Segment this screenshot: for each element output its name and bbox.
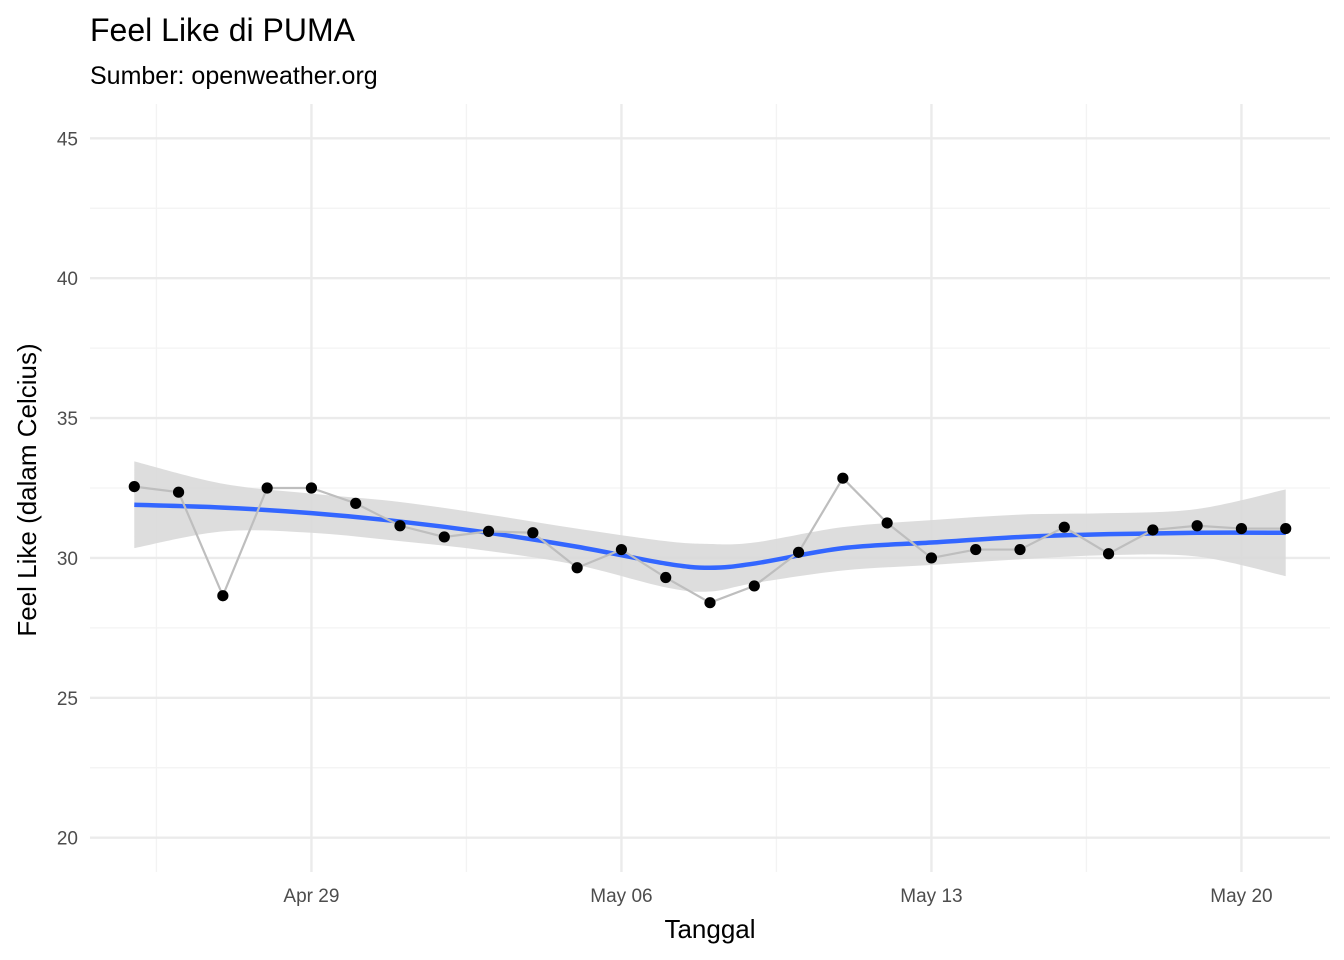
data-point bbox=[970, 543, 982, 556]
x-tick-label: May 06 bbox=[590, 886, 652, 907]
y-tick-label: 25 bbox=[57, 689, 78, 710]
x-axis-ticks: Apr 29 May 06 May 13 May 20 bbox=[283, 886, 1272, 907]
y-tick-label: 20 bbox=[57, 829, 78, 850]
chart-subtitle: Sumber: openweather.org bbox=[90, 62, 378, 90]
data-point bbox=[350, 497, 362, 509]
confidence-band-layer bbox=[134, 461, 1286, 592]
data-point bbox=[660, 571, 672, 584]
data-point bbox=[1191, 520, 1203, 532]
y-tick-label: 35 bbox=[57, 409, 78, 430]
data-point bbox=[217, 590, 229, 602]
data-point bbox=[792, 546, 805, 558]
y-tick-label: 40 bbox=[57, 269, 78, 290]
x-tick-label: May 20 bbox=[1210, 886, 1272, 907]
data-point bbox=[837, 472, 849, 484]
y-axis-title: Feel Like (dalam Celcius) bbox=[12, 343, 42, 636]
data-point bbox=[261, 482, 273, 494]
data-point bbox=[1235, 522, 1248, 535]
smooth-line bbox=[134, 502, 1286, 570]
y-tick-label: 45 bbox=[57, 129, 78, 150]
x-axis-title: Tanggal bbox=[664, 914, 755, 944]
data-point bbox=[527, 527, 539, 539]
data-point bbox=[615, 543, 628, 556]
x-tick-label: May 13 bbox=[900, 886, 962, 907]
data-points-layer bbox=[128, 472, 1292, 609]
confidence-band bbox=[134, 461, 1286, 592]
data-point bbox=[482, 525, 495, 537]
y-tick-label: 30 bbox=[57, 549, 78, 570]
data-point bbox=[1014, 543, 1026, 556]
chart-title: Feel Like di PUMA bbox=[90, 12, 356, 48]
data-point bbox=[1280, 522, 1292, 535]
data-point bbox=[925, 552, 938, 564]
smooth-line-layer bbox=[134, 502, 1286, 570]
data-point bbox=[571, 562, 583, 574]
data-point bbox=[305, 482, 318, 494]
y-axis-ticks: 20 25 30 35 40 45 bbox=[57, 129, 78, 849]
data-point bbox=[881, 517, 893, 529]
data-point bbox=[748, 580, 760, 592]
data-point bbox=[394, 520, 406, 532]
x-tick-label: Apr 29 bbox=[283, 886, 339, 907]
data-point bbox=[704, 597, 716, 609]
data-point bbox=[1058, 521, 1070, 533]
data-point bbox=[1147, 524, 1159, 536]
grid bbox=[90, 104, 1330, 872]
data-point bbox=[1102, 548, 1115, 560]
data-point bbox=[438, 531, 450, 543]
data-point bbox=[128, 481, 140, 493]
data-point bbox=[172, 486, 185, 498]
